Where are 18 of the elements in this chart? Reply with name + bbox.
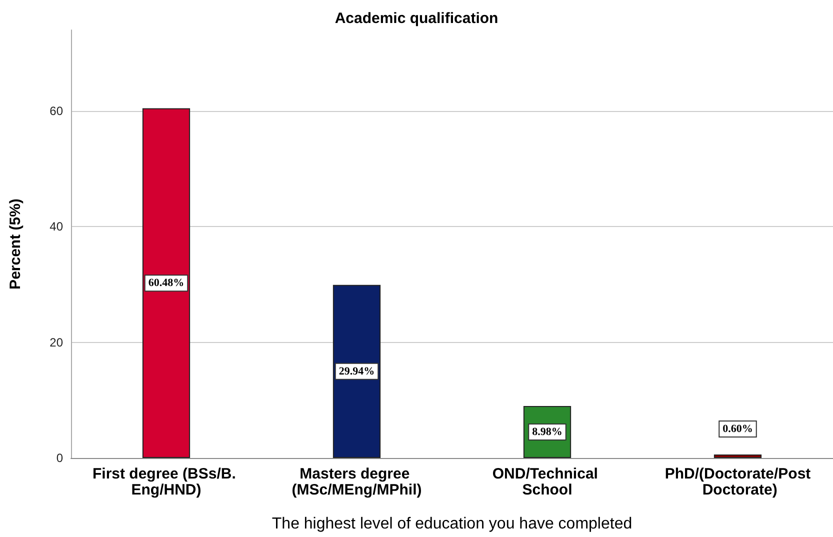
y-tick-label: 40 xyxy=(50,220,64,234)
data-label: 60.48% xyxy=(148,277,184,290)
data-label: 0.60% xyxy=(722,423,753,436)
y-axis-title: Percent (5%) xyxy=(7,198,24,290)
y-tick-label: 60 xyxy=(50,104,64,118)
bar xyxy=(142,108,190,458)
data-label: 29.94% xyxy=(338,365,375,378)
x-tick-label: PhD/(Doctorate/Post Doctorate) xyxy=(664,466,811,498)
y-tick-label: 20 xyxy=(50,335,64,350)
bar xyxy=(714,454,762,458)
y-tick-label: 0 xyxy=(56,451,64,465)
x-axis-title: The highest level of education you have completed xyxy=(272,516,632,532)
x-tick-label: First degree (BSs/B. Eng/HND) xyxy=(92,466,240,498)
x-tick-label: OND/Technical School xyxy=(492,466,602,498)
bar xyxy=(332,284,381,458)
chart-title: Academic qualification xyxy=(334,10,498,27)
data-label: 8.98% xyxy=(532,426,562,438)
x-tick-label: Masters degree (MSc/MEng/MPhil) xyxy=(292,466,422,498)
